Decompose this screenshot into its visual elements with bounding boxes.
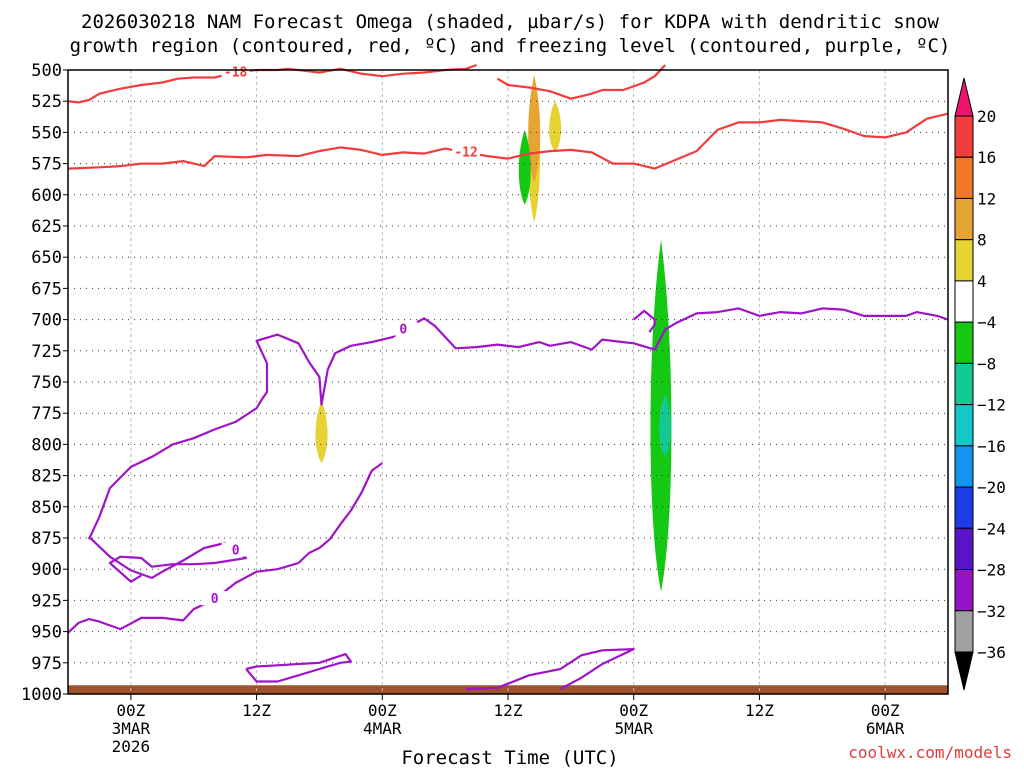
y-tick-label-775: 775 bbox=[31, 404, 62, 424]
contour-label-bg-6 bbox=[221, 542, 250, 557]
contour-label-bg-4 bbox=[389, 321, 418, 336]
x-tick-label-0-2: 2026 bbox=[112, 737, 151, 756]
omega-area-3 bbox=[528, 76, 541, 183]
plot-area: -18 -12 0 0 0 bbox=[67, 63, 949, 694]
contour-line-4 bbox=[88, 307, 949, 540]
y-tick-label-650: 650 bbox=[31, 248, 62, 268]
y-tick-label-900: 900 bbox=[31, 560, 62, 580]
x-tick-label-3-0: 12Z bbox=[494, 701, 523, 720]
x-tick-label-4-1: 5MAR bbox=[614, 719, 653, 738]
y-tick-label-675: 675 bbox=[31, 279, 62, 299]
y-tick-label-975: 975 bbox=[31, 654, 62, 674]
contour-line-7 bbox=[245, 652, 352, 683]
colorbar-label-10: −24 bbox=[977, 519, 1006, 538]
colorbar-segment-13 bbox=[954, 610, 974, 653]
x-tick-label-2-1: 4MAR bbox=[363, 719, 402, 738]
colorbar-label-8: −16 bbox=[977, 437, 1006, 456]
chart-title-line-2: growth region (contoured, red, ºC) and f… bbox=[70, 35, 951, 57]
y-tick-label-825: 825 bbox=[31, 467, 62, 487]
contour-line-5 bbox=[632, 309, 656, 333]
y-tick-label-575: 575 bbox=[31, 155, 62, 175]
credit-text: coolwx.com/models bbox=[848, 743, 1012, 762]
contour-label-bg-0 bbox=[221, 64, 250, 79]
y-tick-label-850: 850 bbox=[31, 498, 62, 518]
colorbar-label-12: −32 bbox=[977, 602, 1006, 621]
omega-area-6 bbox=[518, 129, 531, 205]
x-tick-label-6-1: 6MAR bbox=[866, 719, 905, 738]
colorbar-segment-5 bbox=[954, 280, 974, 323]
colorbar-segment-6 bbox=[954, 321, 974, 364]
omega-area-1 bbox=[659, 394, 672, 457]
y-tick-label-550: 550 bbox=[31, 123, 62, 143]
x-tick-label-0-0: 00Z bbox=[116, 701, 145, 720]
chart-title-line-1: 2026030218 NAM Forecast Omega (shaded, µ… bbox=[81, 11, 939, 33]
y-tick-label-625: 625 bbox=[31, 217, 62, 237]
colorbar-segment-4 bbox=[954, 239, 974, 282]
colorbar-label-9: −20 bbox=[977, 478, 1006, 497]
y-tick-label-500: 500 bbox=[31, 61, 62, 81]
contour-line-6 bbox=[88, 536, 248, 583]
y-tick-label-700: 700 bbox=[31, 311, 62, 331]
colorbar-label-7: −12 bbox=[977, 396, 1006, 415]
x-axis-label: Forecast Time (UTC) bbox=[401, 747, 618, 768]
y-tick-label-750: 750 bbox=[31, 373, 62, 393]
y-tick-label-725: 725 bbox=[31, 342, 62, 362]
colorbar-segment-3 bbox=[954, 197, 974, 241]
x-tick-label-5-0: 12Z bbox=[745, 701, 774, 720]
colorbar-label-11: −28 bbox=[977, 561, 1006, 580]
colorbar-label-13: −36 bbox=[977, 643, 1006, 662]
colorbar-segment-12 bbox=[954, 569, 974, 612]
colorbar-segment-9 bbox=[954, 445, 974, 488]
y-tick-label-600: 600 bbox=[31, 186, 62, 206]
y-tick-label-950: 950 bbox=[31, 623, 62, 643]
colorbar-legend: 20 16 12 8 4 −4 −8 −12 −16 −20 −24 −28 −32 −36 bbox=[954, 77, 1006, 691]
colorbar-label-4: 4 bbox=[977, 272, 987, 291]
y-tick-label-525: 525 bbox=[31, 92, 62, 112]
colorbar-segment-11 bbox=[954, 527, 974, 571]
colorbar-label-6: −8 bbox=[977, 354, 996, 373]
contour-label-2: -12 bbox=[454, 145, 477, 160]
contour-label-4: 0 bbox=[399, 323, 407, 338]
colorbar-label-3: 8 bbox=[977, 231, 987, 250]
colorbar-segment-7 bbox=[954, 362, 974, 406]
colorbar-segment-1 bbox=[954, 115, 974, 158]
colorbar-label-5: −4 bbox=[977, 313, 996, 332]
axes: 500 525 550 575 600 625 650 675 700 725 750 775 800 8… bbox=[21, 61, 949, 756]
colorbar-segment-2 bbox=[954, 156, 974, 199]
colorbar-top-triangle bbox=[954, 77, 974, 117]
x-tick-label-0-1: 3MAR bbox=[112, 719, 151, 738]
contour-label-bg-3 bbox=[200, 591, 229, 606]
omega-area-4 bbox=[549, 101, 562, 153]
omega-area-5 bbox=[315, 400, 328, 464]
contour-label-6: 0 bbox=[232, 543, 240, 558]
contour-label-bg-2 bbox=[452, 144, 481, 159]
colorbar-label-1: 16 bbox=[977, 148, 996, 167]
y-tick-label-1000: 1000 bbox=[21, 685, 62, 705]
contour-label-0: -18 bbox=[224, 65, 248, 80]
colorbar-segment-8 bbox=[954, 404, 974, 447]
y-tick-label-800: 800 bbox=[31, 435, 62, 455]
colorbar-label-0: 20 bbox=[977, 107, 996, 126]
contour-line-2 bbox=[67, 112, 949, 170]
colorbar-label-2: 12 bbox=[977, 189, 996, 208]
x-tick-label-6-0: 00Z bbox=[871, 701, 900, 720]
contour-line-3 bbox=[67, 462, 383, 634]
x-tick-label-2-0: 00Z bbox=[368, 701, 397, 720]
contour-label-3: 0 bbox=[211, 592, 219, 607]
x-tick-label-4-0: 00Z bbox=[619, 701, 648, 720]
y-tick-label-925: 925 bbox=[31, 591, 62, 611]
contour-line-8 bbox=[466, 647, 635, 691]
contour-line-1 bbox=[496, 64, 666, 100]
colorbar-bottom-triangle bbox=[954, 651, 974, 691]
x-tick-label-1-0: 12Z bbox=[242, 701, 271, 720]
colorbar-segment-10 bbox=[954, 486, 974, 529]
y-tick-label-875: 875 bbox=[31, 529, 62, 549]
